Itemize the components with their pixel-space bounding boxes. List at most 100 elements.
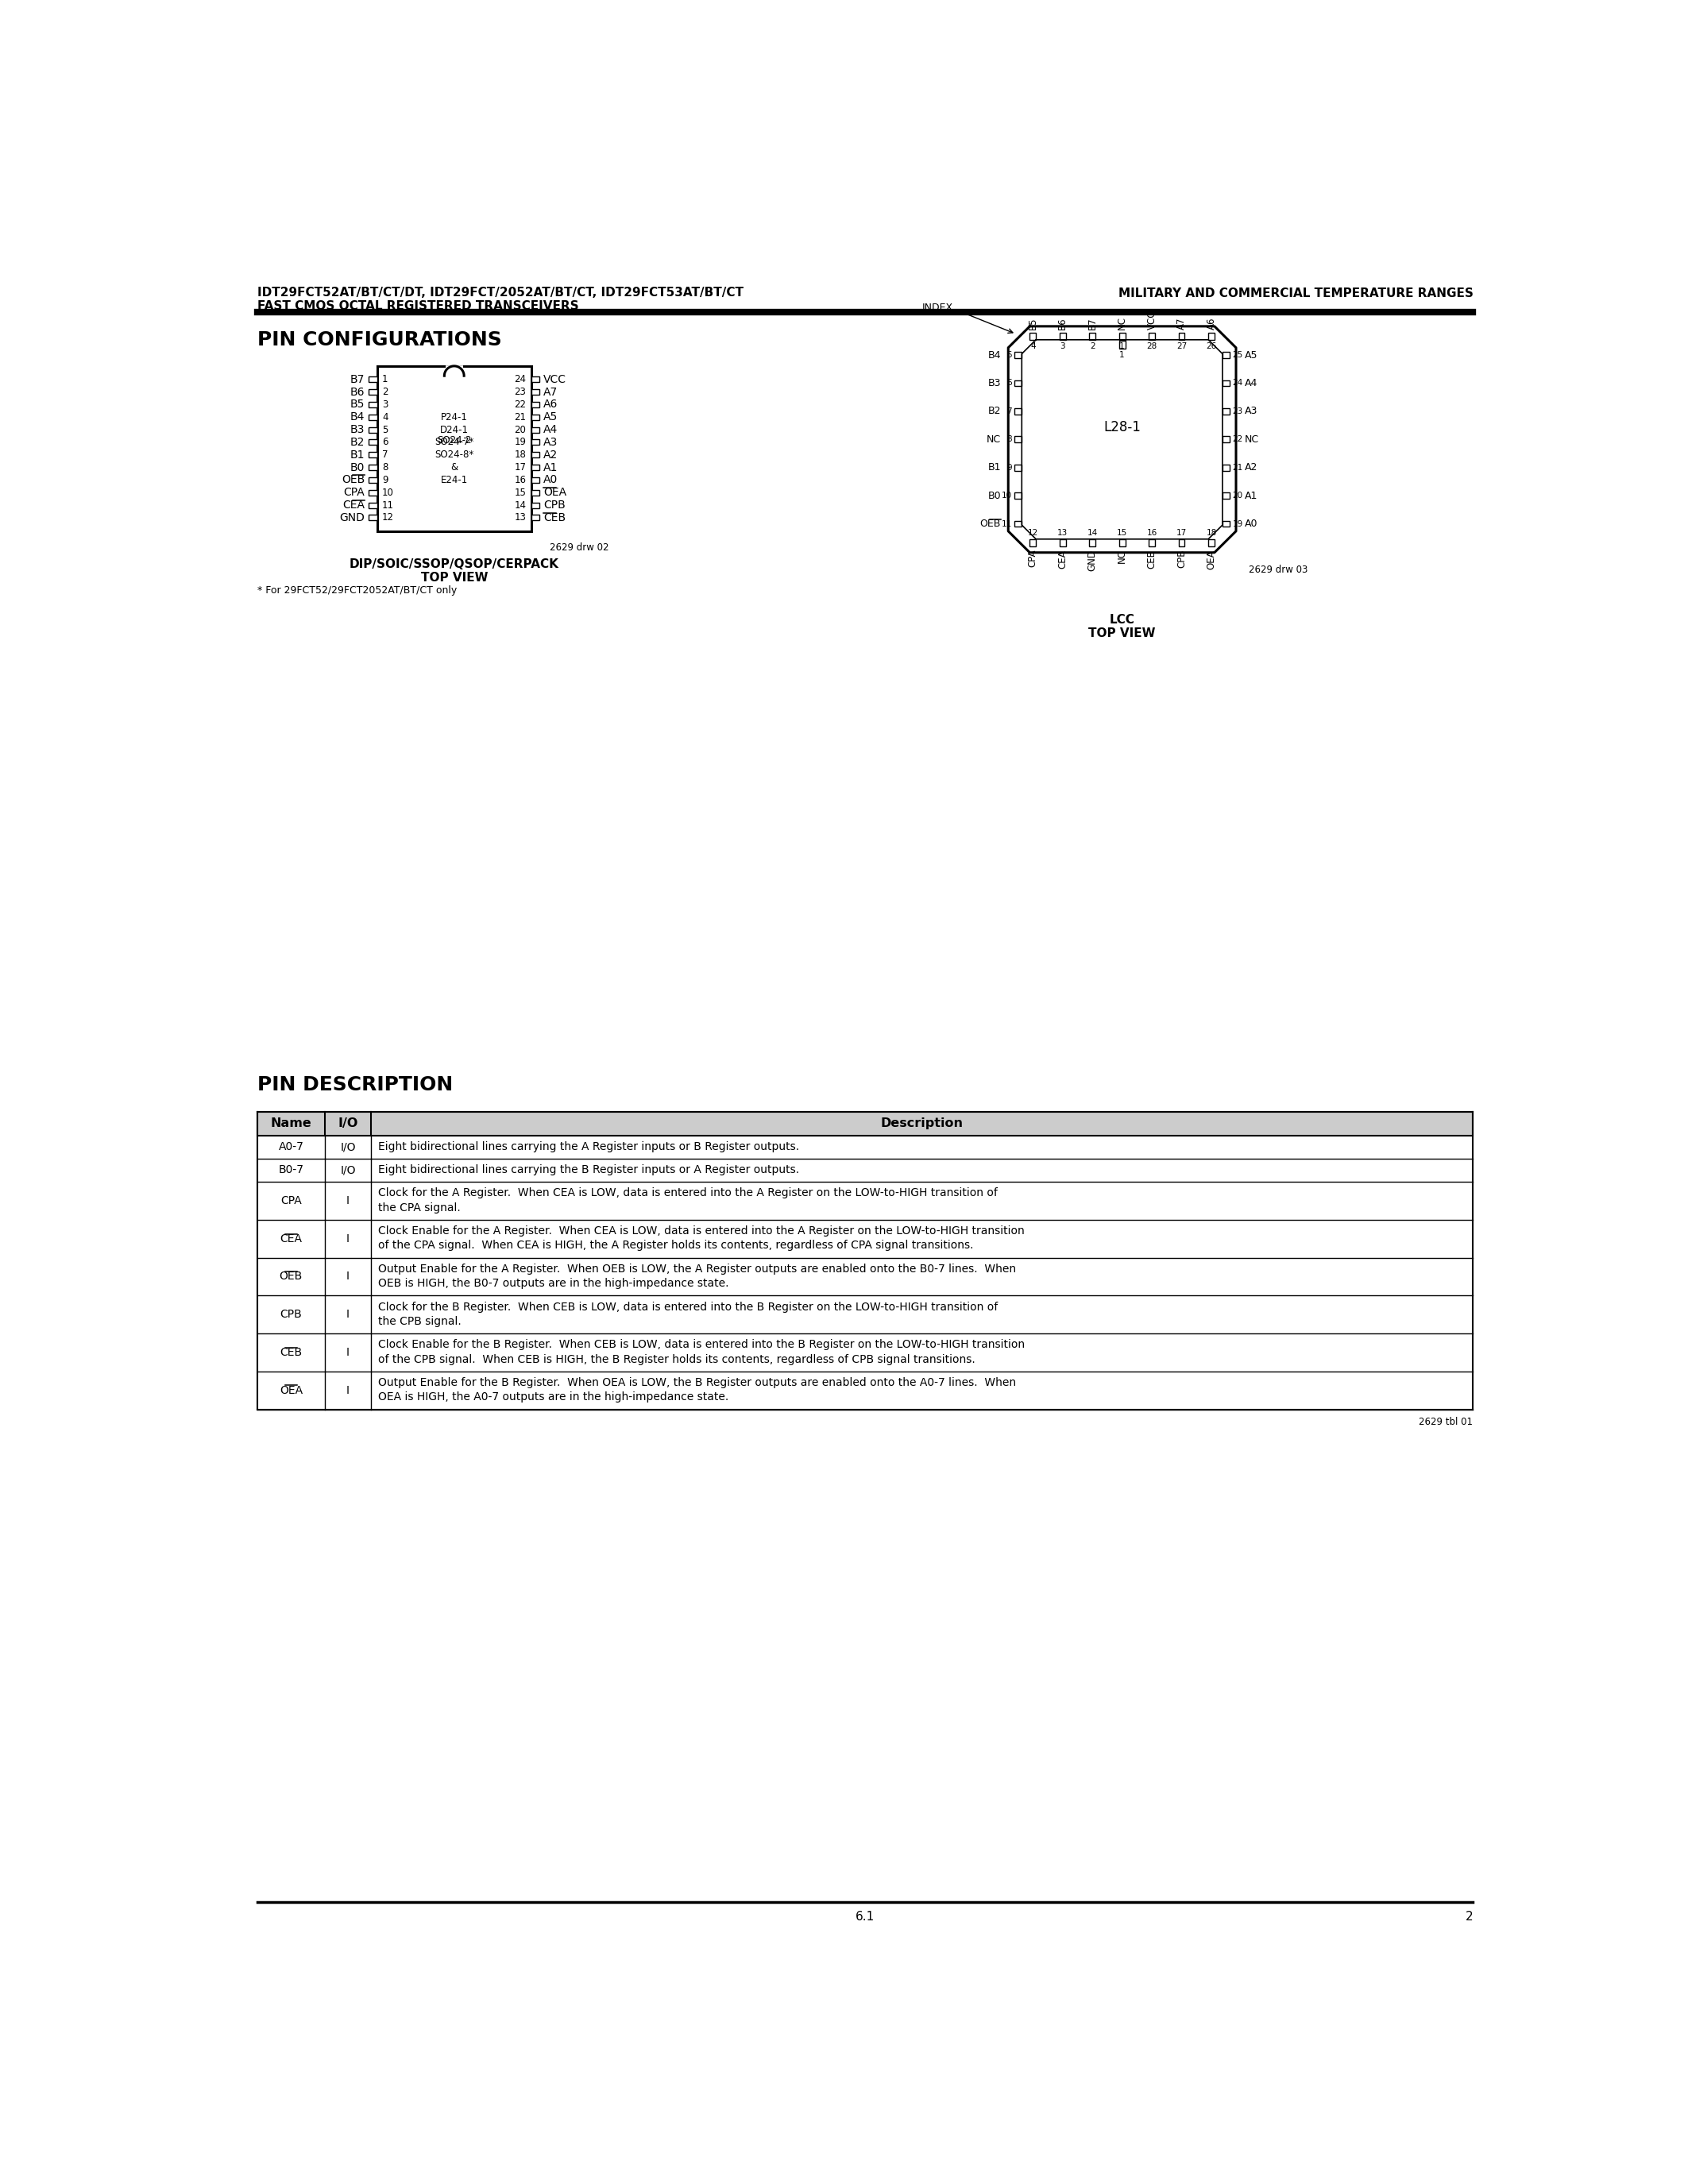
Text: 13: 13	[1057, 529, 1069, 537]
Text: A1: A1	[544, 461, 559, 474]
Text: A6: A6	[1207, 317, 1217, 330]
Bar	[532, 402, 540, 408]
Text: PIN CONFIGURATIONS: PIN CONFIGURATIONS	[257, 330, 501, 349]
Text: INDEX: INDEX	[922, 304, 952, 312]
Text: I: I	[346, 1348, 349, 1358]
Text: B3: B3	[351, 424, 365, 435]
Text: OEB: OEB	[341, 474, 365, 485]
Text: I: I	[346, 1271, 349, 1282]
Text: NC: NC	[1117, 550, 1128, 563]
Text: 22: 22	[1232, 435, 1242, 443]
Text: DIP/SOIC/SSOP/QSOP/CERPACK: DIP/SOIC/SSOP/QSOP/CERPACK	[349, 559, 559, 570]
Text: A3: A3	[544, 437, 559, 448]
Bar	[368, 439, 376, 446]
Text: MILITARY AND COMMERCIAL TEMPERATURE RANGES: MILITARY AND COMMERCIAL TEMPERATURE RANG…	[1117, 288, 1474, 299]
Text: B1: B1	[987, 463, 1001, 472]
Bar	[1209, 539, 1214, 546]
Text: 21: 21	[515, 413, 527, 422]
Text: OEA: OEA	[544, 487, 567, 498]
Text: 24: 24	[1232, 380, 1242, 387]
Bar	[376, 367, 532, 531]
Text: A0-7: A0-7	[279, 1142, 304, 1153]
Bar	[1222, 437, 1231, 443]
Text: CEA: CEA	[1057, 550, 1069, 568]
Text: CPA: CPA	[1028, 550, 1038, 568]
Text: 16: 16	[1146, 529, 1158, 537]
Text: A0: A0	[1244, 518, 1258, 529]
Text: I: I	[346, 1195, 349, 1206]
Bar	[1014, 437, 1021, 443]
Bar	[1150, 332, 1155, 341]
Text: 17: 17	[515, 463, 527, 472]
Text: FAST CMOS OCTAL REGISTERED TRANSCEIVERS: FAST CMOS OCTAL REGISTERED TRANSCEIVERS	[257, 299, 579, 312]
Text: A0: A0	[544, 474, 559, 485]
Text: B2: B2	[351, 437, 365, 448]
Bar	[1119, 539, 1126, 546]
Text: Clock for the B Register.  When CEB is LOW, data is entered into the B Register : Clock for the B Register. When CEB is LO…	[378, 1302, 998, 1313]
Text: 10: 10	[1001, 491, 1011, 500]
Text: P24-1: P24-1	[441, 413, 468, 422]
Bar	[1014, 380, 1021, 387]
Text: I/O: I/O	[341, 1164, 356, 1175]
Text: A6: A6	[544, 400, 559, 411]
Text: 24: 24	[515, 373, 527, 384]
Polygon shape	[376, 365, 532, 376]
Bar	[1119, 341, 1126, 347]
Text: B3: B3	[987, 378, 1001, 389]
Text: I/O: I/O	[338, 1118, 358, 1129]
Bar	[532, 439, 540, 446]
Text: &: &	[451, 463, 457, 472]
Bar	[368, 428, 376, 432]
Text: CPA: CPA	[280, 1195, 302, 1206]
Text: SO24-7*: SO24-7*	[434, 437, 474, 448]
Bar	[1209, 332, 1214, 341]
Text: Clock Enable for the A Register.  When CEA is LOW, data is entered into the A Re: Clock Enable for the A Register. When CE…	[378, 1225, 1025, 1236]
Text: 19: 19	[515, 437, 527, 448]
Text: NC: NC	[1117, 317, 1128, 330]
Text: OEB: OEB	[280, 1271, 302, 1282]
Text: OEA: OEA	[280, 1385, 302, 1396]
Text: Output Enable for the B Register.  When OEA is LOW, the B Register outputs are e: Output Enable for the B Register. When O…	[378, 1378, 1016, 1389]
Text: of the CPA signal.  When CEA is HIGH, the A Register holds its contents, regardl: of the CPA signal. When CEA is HIGH, the…	[378, 1241, 974, 1251]
Text: 6.1: 6.1	[856, 1911, 874, 1922]
Bar	[1178, 539, 1185, 546]
Bar	[368, 415, 376, 419]
Text: B6: B6	[349, 387, 365, 397]
Bar	[1222, 465, 1231, 470]
Text: B0-7: B0-7	[279, 1164, 304, 1175]
Bar	[368, 489, 376, 496]
Text: B6: B6	[1057, 317, 1069, 330]
Text: CPA: CPA	[344, 487, 365, 498]
Bar	[1119, 332, 1126, 341]
Text: Eight bidirectional lines carrying the B Register inputs or A Register outputs.: Eight bidirectional lines carrying the B…	[378, 1164, 800, 1175]
Bar	[532, 452, 540, 459]
Text: 1: 1	[1119, 343, 1124, 349]
Text: GND: GND	[339, 511, 365, 524]
Text: Output Enable for the A Register.  When OEB is LOW, the A Register outputs are e: Output Enable for the A Register. When O…	[378, 1265, 1016, 1275]
Text: 6: 6	[381, 437, 388, 448]
Text: 19: 19	[1232, 520, 1242, 529]
Text: I/O: I/O	[341, 1142, 356, 1153]
Bar	[532, 502, 540, 509]
Text: 14: 14	[1087, 529, 1097, 537]
Text: L28-1: L28-1	[1104, 419, 1141, 435]
Text: 15: 15	[1117, 529, 1128, 537]
Text: 8: 8	[1006, 435, 1011, 443]
Text: 13: 13	[515, 513, 527, 522]
Text: PIN DESCRIPTION: PIN DESCRIPTION	[257, 1075, 452, 1094]
Text: 11: 11	[381, 500, 393, 511]
Text: B2: B2	[987, 406, 1001, 417]
Text: 27: 27	[1177, 343, 1187, 349]
Text: VCC: VCC	[1146, 310, 1156, 330]
Text: GND: GND	[1087, 550, 1097, 570]
Bar	[532, 378, 540, 382]
Text: A2: A2	[544, 450, 559, 461]
Text: Name: Name	[270, 1118, 312, 1129]
Text: * For 29FCT52/29FCT2052AT/BT/CT only: * For 29FCT52/29FCT2052AT/BT/CT only	[257, 585, 457, 596]
Text: 16: 16	[515, 474, 527, 485]
Bar	[532, 489, 540, 496]
Text: 8: 8	[381, 463, 388, 472]
Bar	[532, 428, 540, 432]
Text: 1: 1	[381, 373, 388, 384]
Bar	[1150, 539, 1155, 546]
